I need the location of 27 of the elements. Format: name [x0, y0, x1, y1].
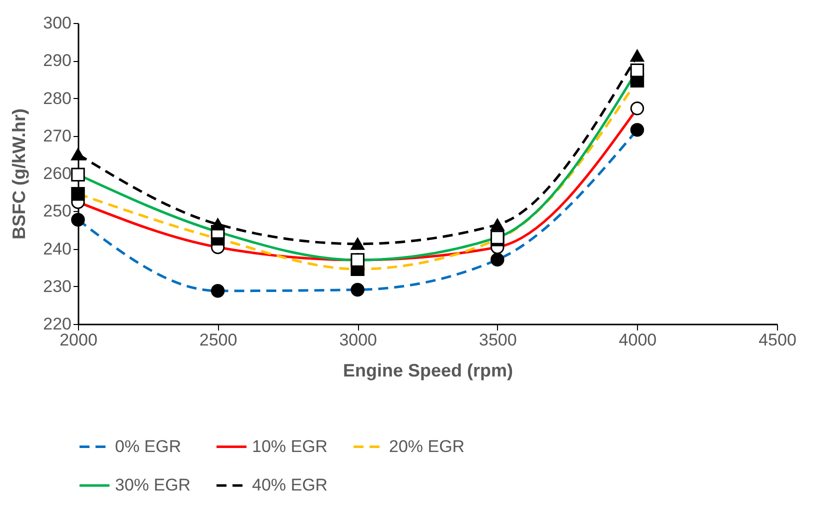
x-tick-label: 2500 [199, 330, 238, 350]
point [350, 238, 364, 250]
x-tick-label: 3000 [339, 330, 378, 350]
x-tick-label: 2000 [60, 330, 98, 350]
legend-label: 10% EGR [252, 436, 328, 456]
y-tick-label: 260 [43, 164, 72, 183]
y-tick-label: 220 [43, 314, 72, 334]
y-tick-label: 300 [43, 14, 72, 32]
y-tick-label: 270 [43, 126, 72, 146]
point [630, 50, 644, 62]
point [490, 218, 504, 231]
x-tick-label: 4000 [618, 330, 657, 350]
x-tick-label: 4500 [758, 330, 796, 350]
y-tick-label: 250 [43, 202, 72, 221]
y-axis-title: BSFC (g/kW.hr) [9, 108, 30, 240]
x-axis-title: Engine Speed (rpm) [342, 360, 514, 380]
legend-label: 20% EGR [389, 436, 465, 456]
y-tick-label: 280 [43, 88, 72, 108]
legend-label: 30% EGR [115, 476, 191, 494]
y-tick-label: 290 [43, 51, 72, 70]
y-tick-label: 230 [43, 276, 72, 296]
point [71, 148, 85, 160]
y-tick-label: 240 [43, 239, 72, 258]
point [210, 218, 225, 230]
legend-label: 40% EGR [252, 476, 328, 494]
legend-label: 0% EGR [115, 436, 182, 456]
x-tick-label: 3500 [478, 330, 517, 350]
